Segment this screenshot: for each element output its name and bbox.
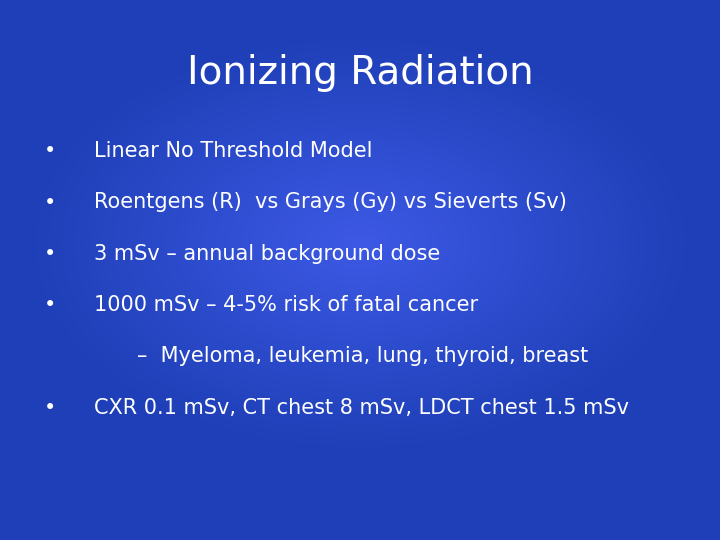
- Text: •: •: [44, 192, 57, 213]
- Text: •: •: [44, 141, 57, 161]
- Text: Ionizing Radiation: Ionizing Radiation: [186, 54, 534, 92]
- Text: •: •: [44, 244, 57, 264]
- Text: –  Myeloma, leukemia, lung, thyroid, breast: – Myeloma, leukemia, lung, thyroid, brea…: [137, 346, 588, 367]
- Text: 3 mSv – annual background dose: 3 mSv – annual background dose: [94, 244, 440, 264]
- Text: •: •: [44, 397, 57, 418]
- Text: 1000 mSv – 4-5% risk of fatal cancer: 1000 mSv – 4-5% risk of fatal cancer: [94, 295, 478, 315]
- Text: Roentgens (R)  vs Grays (Gy) vs Sieverts (Sv): Roentgens (R) vs Grays (Gy) vs Sieverts …: [94, 192, 567, 213]
- Text: CXR 0.1 mSv, CT chest 8 mSv, LDCT chest 1.5 mSv: CXR 0.1 mSv, CT chest 8 mSv, LDCT chest …: [94, 397, 629, 418]
- Text: Linear No Threshold Model: Linear No Threshold Model: [94, 141, 372, 161]
- Text: •: •: [44, 295, 57, 315]
